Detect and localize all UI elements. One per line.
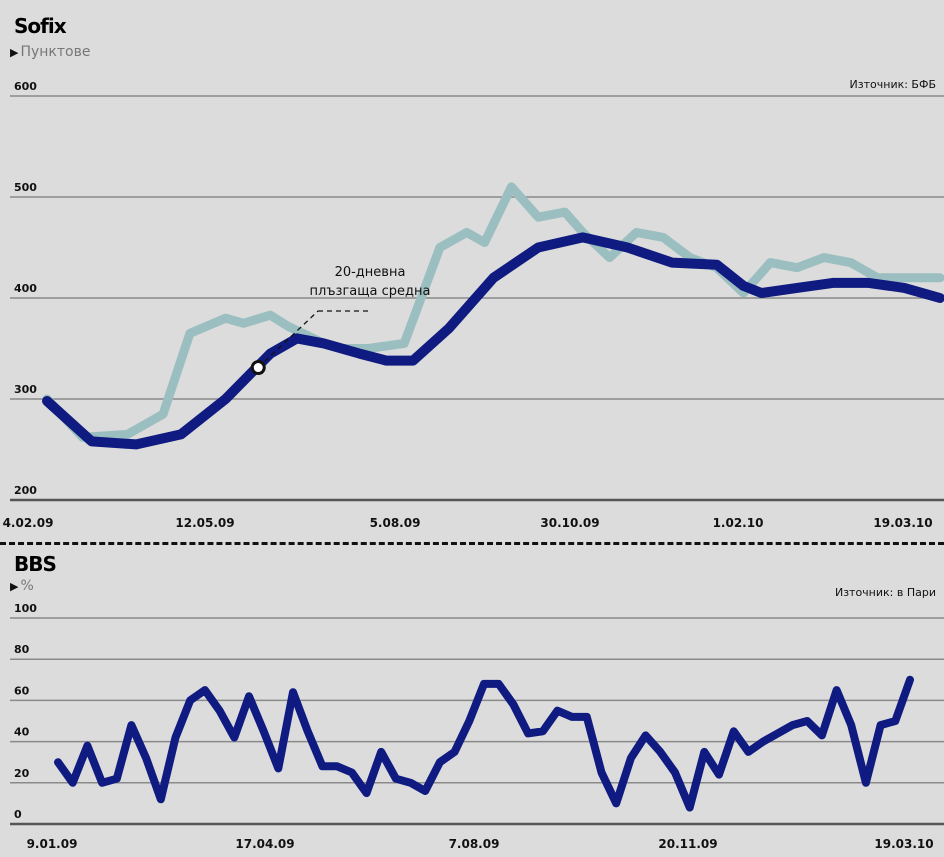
bbs-title: BBS: [14, 552, 57, 576]
bbs-unit-label: %: [20, 578, 34, 594]
y-tick-label: 0: [14, 808, 22, 821]
sofix-unit-label: Пунктове: [20, 44, 91, 60]
x-tick-label: 9.01.09: [27, 837, 78, 851]
y-tick-label: 80: [14, 643, 30, 656]
x-tick-label: 4.02.09: [3, 516, 54, 530]
chart-divider: [0, 542, 944, 545]
sofix-moving-average-line: [42, 232, 944, 450]
x-tick-label: 17.04.09: [235, 837, 294, 851]
bbs-line: [54, 675, 914, 812]
y-tick-label: 200: [14, 484, 37, 497]
annotation-leader: [257, 310, 319, 369]
sofix-subtitle: ▶ Пунктове: [10, 44, 90, 60]
y-tick-label: 60: [14, 684, 30, 697]
x-tick-label: 20.11.09: [658, 837, 717, 851]
bbs-source: Източник: в Пари: [834, 586, 936, 599]
y-tick-label: 100: [14, 602, 37, 615]
y-tick-label: 40: [14, 726, 30, 739]
triangle-marker-icon: ▶: [10, 580, 19, 593]
bbs-subtitle: ▶%: [10, 578, 34, 594]
sofix-index-line: [42, 182, 944, 442]
triangle-marker-icon: ▶: [10, 46, 19, 59]
x-tick-label: 1.02.10: [713, 516, 764, 530]
annotation-text: плъзгаща средна: [310, 284, 431, 299]
x-tick-label: 30.10.09: [540, 516, 599, 530]
x-tick-label: 5.08.09: [370, 516, 421, 530]
y-tick-label: 600: [14, 80, 37, 93]
sofix-source: Източник: БФБ: [849, 78, 936, 91]
y-tick-label: 20: [14, 767, 30, 780]
annotation-text: 20-дневна: [335, 265, 406, 280]
annotation-marker: [250, 360, 266, 376]
y-tick-label: 300: [14, 383, 37, 396]
sofix-title: Sofix: [14, 14, 67, 38]
y-tick-label: 500: [14, 181, 37, 194]
x-tick-label: 12.05.09: [175, 516, 234, 530]
x-tick-label: 7.08.09: [449, 837, 500, 851]
x-tick-label: 19.03.10: [873, 516, 932, 530]
y-tick-label: 400: [14, 282, 37, 295]
x-tick-label: 19.03.10: [874, 837, 933, 851]
